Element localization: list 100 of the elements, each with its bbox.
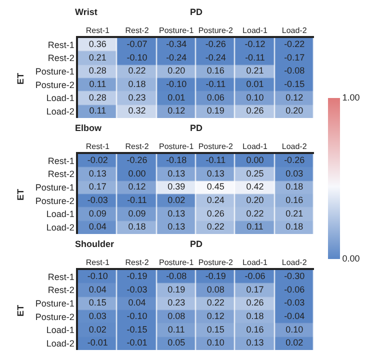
- data-label: 0.16: [246, 324, 264, 334]
- data-label: 0.18: [246, 310, 264, 321]
- data-label: 0.13: [246, 338, 264, 348]
- data-label: 0.09: [88, 208, 106, 218]
- data-label: -0.07: [126, 38, 148, 49]
- y-tick-label: Load-2: [46, 106, 74, 116]
- data-label: 0.12: [128, 182, 146, 192]
- data-label: -0.15: [284, 78, 305, 89]
- data-label: -0.11: [127, 194, 147, 205]
- data-label: -0.10: [87, 270, 108, 281]
- y-axis-title: ET: [15, 72, 26, 84]
- y-tick-label: Rest-1: [48, 272, 74, 282]
- chart-title: Shoulder: [75, 239, 114, 249]
- data-label: 0.28: [88, 92, 106, 102]
- data-label: -0.18: [166, 154, 187, 165]
- x-tick-label: Rest-2: [125, 258, 150, 268]
- x-tick-label: Posture-1: [158, 258, 194, 268]
- x-tick-label: Load-2: [282, 26, 308, 36]
- data-label: 0.02: [168, 194, 186, 205]
- data-label: 0.08: [168, 310, 186, 321]
- x-tick-label: Load-2: [282, 258, 308, 268]
- data-label: 0.10: [286, 324, 304, 334]
- data-label: -0.17: [284, 52, 305, 62]
- x-tick-label: Posture-2: [198, 142, 234, 152]
- data-label: 0.11: [89, 78, 106, 89]
- y-axis-title: ET: [15, 304, 26, 316]
- y-axis-title: ET: [15, 188, 26, 200]
- data-label: -0.01: [126, 338, 148, 348]
- y-tick-label: Rest-2: [48, 285, 74, 296]
- data-label: 0.42: [246, 182, 264, 192]
- data-label: 0.13: [168, 222, 186, 232]
- data-label: 0.06: [206, 92, 224, 102]
- data-label: 0.13: [88, 168, 106, 178]
- data-label: -0.19: [126, 270, 148, 281]
- data-label: 0.18: [128, 222, 146, 232]
- data-label: 0.02: [286, 338, 304, 348]
- data-label: 0.15: [88, 298, 106, 308]
- data-label: -0.06: [244, 270, 266, 281]
- y-tick-label: Load-1: [46, 209, 74, 220]
- data-label: 0.21: [246, 66, 264, 76]
- data-label: 0.04: [128, 298, 146, 308]
- x-tick-label: Rest-2: [125, 26, 150, 36]
- data-label: 0.20: [168, 66, 186, 76]
- x-tick-label: Posture-1: [158, 26, 194, 36]
- data-label: -0.08: [284, 66, 305, 76]
- data-label: -0.12: [244, 38, 266, 49]
- y-tick-label: Load-2: [46, 222, 74, 232]
- x-tick-label: Rest-2: [125, 142, 150, 152]
- data-label: 0.04: [88, 284, 106, 294]
- y-tick-label: Rest-2: [48, 169, 74, 180]
- data-label: -0.11: [206, 154, 226, 165]
- data-label: -0.02: [87, 154, 108, 165]
- data-label: 0.02: [88, 324, 106, 334]
- data-label: -0.11: [245, 52, 265, 62]
- data-label: 0.17: [246, 284, 264, 294]
- data-label: 0.32: [128, 106, 146, 116]
- data-label: -0.10: [126, 52, 148, 62]
- data-label: 0.21: [286, 208, 304, 218]
- data-label: -0.22: [284, 38, 305, 49]
- x-axis-title: PD: [190, 123, 204, 133]
- data-label: 0.05: [168, 338, 186, 348]
- data-label: 0.13: [206, 168, 224, 178]
- data-label: 0.39: [168, 182, 186, 192]
- data-label: 0.22: [128, 66, 146, 76]
- data-label: -0.01: [87, 338, 108, 348]
- data-label: -0.24: [205, 52, 226, 62]
- data-label: -0.06: [284, 284, 305, 294]
- y-tick-label: Posture-1: [35, 182, 74, 192]
- data-label: 0.28: [88, 66, 106, 76]
- data-label: 0.11: [246, 222, 264, 232]
- x-tick-label: Rest-1: [86, 26, 110, 36]
- data-label: -0.19: [205, 270, 226, 281]
- data-label: -0.03: [284, 298, 305, 308]
- y-tick-label: Rest-1: [48, 156, 74, 166]
- data-label: 0.36: [88, 38, 106, 49]
- y-tick-label: Posture-2: [35, 196, 74, 206]
- y-tick-label: Posture-2: [35, 80, 74, 90]
- data-label: 0.16: [206, 66, 224, 76]
- data-label: 0.13: [168, 168, 186, 178]
- data-label: -0.24: [166, 52, 187, 62]
- data-label: 0.22: [206, 222, 224, 232]
- y-tick-label: Load-1: [46, 93, 74, 104]
- data-label: 0.20: [286, 106, 304, 116]
- data-label: 0.12: [168, 106, 186, 116]
- data-label: -0.11: [206, 78, 226, 89]
- data-label: 0.23: [128, 92, 146, 102]
- data-label: -0.10: [166, 78, 187, 89]
- x-tick-label: Rest-1: [86, 258, 110, 268]
- x-axis-title: PD: [190, 7, 204, 17]
- data-label: -0.34: [166, 38, 187, 49]
- color-bar-label: 0.00: [342, 254, 360, 264]
- data-label: 0.26: [206, 208, 224, 218]
- x-tick-label: Posture-2: [198, 26, 234, 36]
- data-label: 0.19: [168, 284, 186, 294]
- data-label: 0.20: [246, 194, 264, 205]
- data-label: 0.25: [246, 168, 264, 178]
- data-label: 0.11: [89, 106, 106, 116]
- data-label: 0.10: [206, 338, 224, 348]
- data-label: -0.03: [87, 194, 108, 205]
- data-label: -0.26: [284, 154, 305, 165]
